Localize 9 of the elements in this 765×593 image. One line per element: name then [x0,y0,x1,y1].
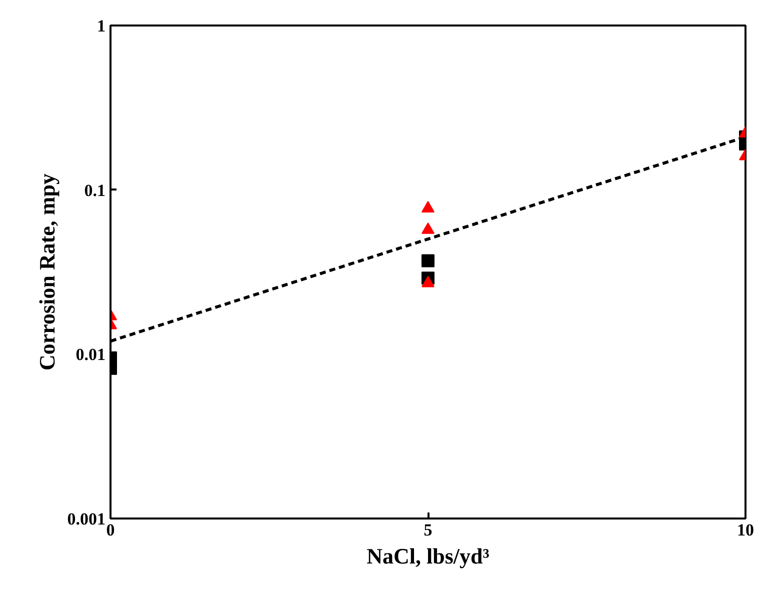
y-tick-label: 0.001 [67,510,106,528]
y-tick-label: 0.1 [84,180,106,200]
y-tick-label: 0.01 [76,345,106,364]
y-tick-label: 1 [97,16,106,36]
y-axis-title: Corrosion Rate, mpy [34,174,60,370]
x-tick-label: 0 [106,520,115,540]
x-axis-title: NaCl, lbs/yd³ [366,544,490,568]
x-tick-label: 5 [424,520,432,540]
x-tick-label: 10 [737,520,754,540]
